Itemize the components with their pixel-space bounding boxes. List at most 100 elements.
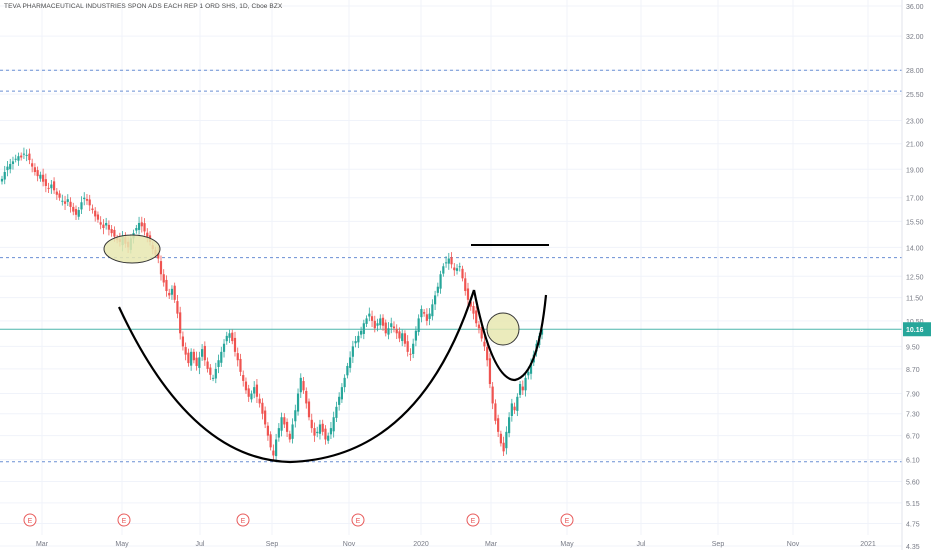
earnings-label: E	[28, 518, 33, 525]
candle-body	[165, 279, 168, 292]
candle-body	[0, 178, 4, 182]
candle-body	[464, 278, 467, 292]
candle-body	[296, 393, 300, 412]
candle-body	[3, 172, 6, 180]
candle-body	[516, 396, 519, 411]
y-tick-label: 25.50	[906, 92, 924, 99]
candle-body	[55, 191, 58, 195]
candle-body	[527, 371, 530, 376]
candle-body	[521, 386, 524, 391]
candle-body	[72, 206, 75, 212]
candle-body	[483, 341, 486, 347]
earnings-marker[interactable]: E	[236, 513, 250, 527]
candle-body	[447, 258, 450, 264]
candles	[0, 147, 544, 463]
y-tick-label: 5.60	[906, 479, 920, 486]
candle-body	[524, 377, 527, 391]
candle-body	[384, 322, 387, 334]
candle-body	[58, 193, 61, 198]
candle-body	[105, 222, 108, 226]
earnings-marker[interactable]: E	[560, 513, 574, 527]
candle-body	[275, 439, 278, 457]
candle-body	[255, 384, 259, 397]
candle-body	[203, 345, 206, 361]
candle-body	[239, 358, 242, 372]
candle-body	[190, 351, 193, 366]
candle-body	[184, 347, 187, 355]
time-axis[interactable]: Mar May Jul Sep Nov 2020 Mar May Jul Sep Nov 2021	[36, 541, 876, 548]
earnings-circle	[236, 513, 250, 527]
candle-body	[409, 353, 412, 355]
x-tick-label: May	[115, 541, 129, 548]
candle-body	[370, 316, 374, 321]
candle-body	[381, 317, 385, 326]
candle-body	[395, 328, 398, 334]
candle-body	[113, 229, 116, 237]
earnings-circle	[117, 513, 131, 527]
y-tick-label: 4.75	[906, 522, 920, 529]
x-tick-label: May	[560, 541, 574, 548]
candle-body	[143, 223, 146, 232]
candle-body	[288, 433, 291, 440]
candle-body	[261, 402, 264, 414]
earnings-marker[interactable]: E	[466, 513, 480, 527]
candle-body	[332, 417, 335, 432]
candle-body	[540, 329, 544, 335]
candle-body	[242, 375, 245, 381]
candle-body	[250, 393, 253, 400]
candle-body	[233, 337, 237, 352]
candle-body	[453, 267, 456, 271]
x-tick-label: Jul	[196, 541, 205, 548]
candle-body	[22, 153, 26, 155]
candle-body	[431, 304, 434, 317]
candle-body	[173, 285, 176, 300]
candle-body	[102, 224, 105, 229]
candle-body	[475, 310, 478, 324]
candle-body	[42, 174, 45, 182]
candle-body	[505, 431, 508, 449]
candle-body	[302, 381, 305, 391]
earnings-marker[interactable]: E	[351, 513, 365, 527]
earnings-circle	[560, 513, 574, 527]
breakdown-highlight[interactable]	[103, 234, 161, 264]
x-tick-label: Jul	[637, 541, 646, 548]
candle-body	[283, 417, 286, 425]
candle-body	[135, 228, 138, 231]
candle-body	[338, 396, 341, 405]
price-axis-bg	[902, 0, 932, 550]
candle-body	[181, 336, 185, 347]
candle-body	[162, 274, 165, 283]
candle-body	[140, 222, 143, 227]
candle-body	[96, 214, 100, 220]
earnings-circle	[351, 513, 365, 527]
candle-body	[321, 423, 324, 432]
candle-body	[110, 229, 113, 234]
candle-body	[423, 312, 426, 314]
candle-body	[343, 377, 346, 388]
earnings-marker[interactable]: E	[23, 513, 37, 527]
candle-body	[99, 222, 102, 225]
candle-body	[390, 323, 393, 327]
candle-body	[444, 262, 448, 264]
earnings-marker[interactable]: E	[117, 513, 131, 527]
cup-curve[interactable]	[118, 289, 476, 464]
candle-body	[373, 320, 376, 329]
candle-body	[228, 333, 231, 338]
y-tick-label: 8.70	[906, 367, 920, 374]
price-axis[interactable]: 36.00 32.00 28.00 25.50 23.00 21.00 19.00 17.00…	[901, 0, 932, 551]
candle-body	[472, 305, 475, 314]
candle-body	[327, 435, 330, 441]
retest-highlight[interactable]	[486, 312, 520, 346]
candle-body	[220, 351, 223, 363]
x-tick-label: Sep	[266, 541, 279, 548]
candle-body	[425, 314, 428, 321]
handle-curve[interactable]	[472, 289, 548, 382]
candle-body	[313, 428, 316, 436]
candle-body	[192, 351, 195, 361]
candle-body	[480, 326, 483, 339]
candle-body	[354, 341, 357, 344]
x-tick-label: Mar	[485, 541, 498, 548]
